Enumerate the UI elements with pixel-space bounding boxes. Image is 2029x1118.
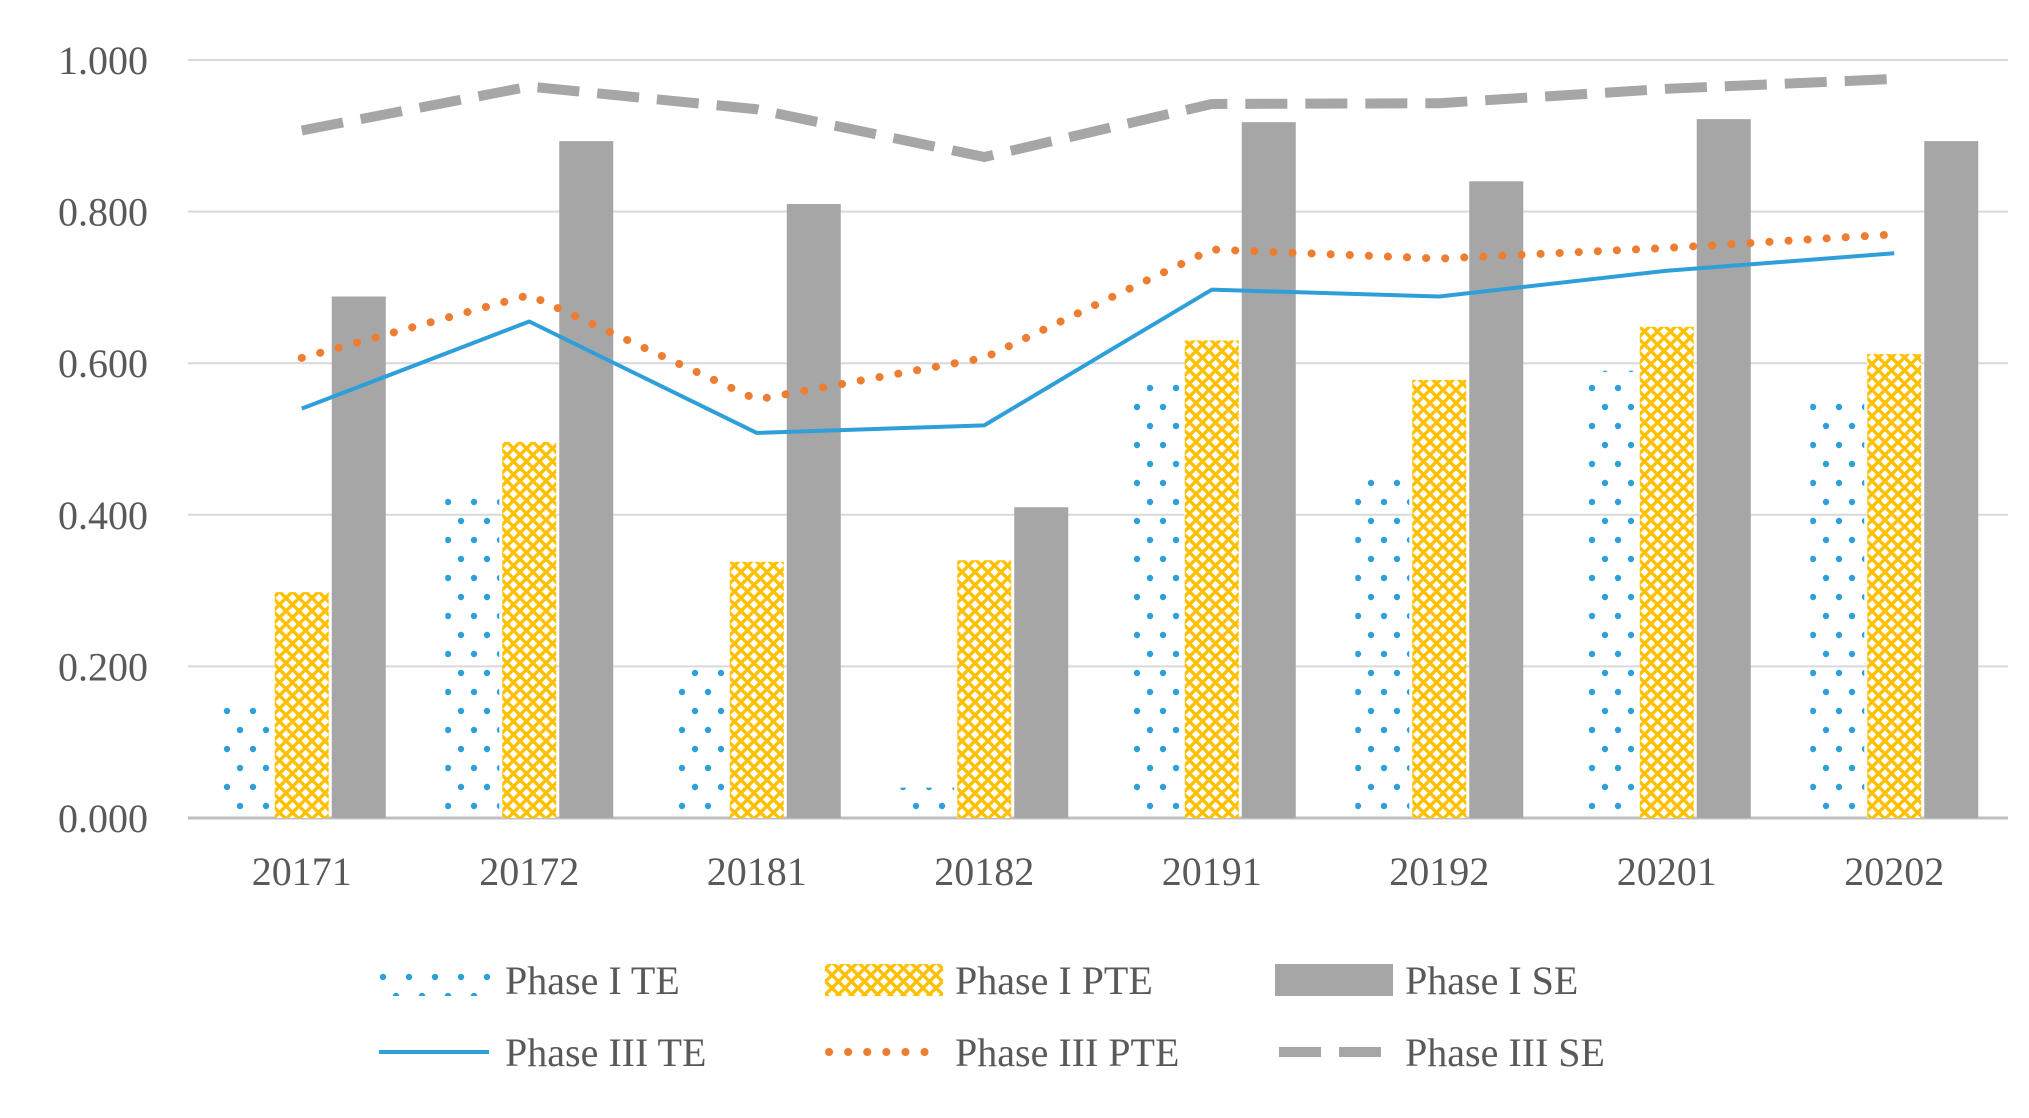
bar-phase-i-te-20182 <box>900 787 955 818</box>
bar-phase-i-pte-20172 <box>502 442 557 818</box>
bar-phase-i-te-20201 <box>1582 370 1637 818</box>
x-axis-ticks: 20171 20172 20181 20182 20191 20192 20201 20202 <box>252 849 1945 894</box>
point-phase-iii-se-20202 <box>1893 78 1895 80</box>
point-phase-iii-pte-20171 <box>301 357 303 359</box>
line-phase-iii-te <box>301 251 1895 435</box>
y-tick-label: 1.000 <box>58 38 148 83</box>
line-phase-iii-pte <box>297 230 1899 404</box>
point-phase-iii-te-20181 <box>756 432 758 434</box>
bar-phase-i-se-20181 <box>786 204 841 818</box>
point-phase-iii-pte-20201 <box>1666 247 1668 249</box>
x-tick-label: 20202 <box>1844 849 1944 894</box>
bar-phase-i-pte-20191 <box>1184 340 1239 818</box>
legend-label-phase-iii-pte: Phase III PTE <box>955 1030 1179 1075</box>
legend-symbol-phase-i-pte <box>825 964 943 996</box>
bar-phase-i-pte-20192 <box>1412 379 1467 818</box>
point-phase-iii-te-20192 <box>1438 295 1440 297</box>
point-phase-iii-te-20182 <box>983 424 985 426</box>
bar-phase-i-se-20182 <box>1014 507 1069 818</box>
point-phase-iii-se-20192 <box>1438 102 1440 104</box>
legend: Phase I TE Phase I PTE Phase I SE Phase III… <box>375 958 1605 1075</box>
point-phase-iii-pte-20192 <box>1438 258 1440 260</box>
bar-phase-i-te-20192 <box>1355 473 1410 818</box>
point-phase-iii-se-20171 <box>301 129 303 131</box>
y-tick-label: 0.200 <box>58 644 148 689</box>
bar-phase-i-pte-20171 <box>274 592 329 818</box>
bar-phase-i-se-20191 <box>1241 122 1296 818</box>
bar-phase-i-te-20172 <box>445 492 500 818</box>
point-phase-iii-pte-20181 <box>756 399 758 401</box>
point-phase-iii-se-20201 <box>1666 88 1668 90</box>
legend-symbol-phase-i-te <box>375 964 493 996</box>
point-phase-iii-pte-20172 <box>528 294 530 296</box>
point-phase-iii-te-20171 <box>301 408 303 410</box>
point-phase-iii-se-20182 <box>983 156 985 158</box>
bar-phase-i-pte-20182 <box>957 560 1012 818</box>
y-tick-label: 0.600 <box>58 341 148 386</box>
point-phase-iii-te-20202 <box>1893 252 1895 254</box>
x-tick-label: 20191 <box>1162 849 1262 894</box>
x-tick-label: 20201 <box>1617 849 1717 894</box>
point-phase-iii-pte-20182 <box>983 357 985 359</box>
point-phase-iii-se-20181 <box>756 108 758 110</box>
bar-phase-i-te-20202 <box>1810 401 1865 818</box>
y-axis-ticks: 0.000 0.200 0.400 0.600 0.800 1.000 <box>58 38 148 841</box>
point-phase-iii-te-20201 <box>1666 270 1668 272</box>
bar-phase-i-pte-20181 <box>729 561 784 818</box>
legend-label-phase-iii-te: Phase III TE <box>505 1030 706 1075</box>
bar-phase-i-se-20202 <box>1924 141 1979 818</box>
legend-swatch <box>1275 964 1393 996</box>
x-tick-label: 20192 <box>1389 849 1489 894</box>
bar-phase-i-se-20192 <box>1469 181 1524 818</box>
legend-symbol-phase-i-se <box>1275 964 1393 996</box>
legend-swatch <box>375 964 493 996</box>
point-phase-iii-te-20191 <box>1211 289 1213 291</box>
y-tick-label: 0.000 <box>58 796 148 841</box>
legend-label-phase-iii-se: Phase III SE <box>1405 1030 1605 1075</box>
legend-label-phase-i-pte: Phase I PTE <box>955 958 1153 1003</box>
point-phase-iii-se-20191 <box>1211 103 1213 105</box>
x-tick-label: 20181 <box>707 849 807 894</box>
bar-phase-i-te-20181 <box>672 664 727 818</box>
bar-phase-i-se-20201 <box>1696 119 1751 818</box>
legend-label-phase-i-te: Phase I TE <box>505 958 680 1003</box>
point-phase-iii-pte-20191 <box>1211 249 1213 251</box>
x-tick-label: 20171 <box>252 849 352 894</box>
point-phase-iii-te-20172 <box>528 321 530 323</box>
bar-phase-i-te-20191 <box>1127 382 1182 818</box>
y-tick-label: 0.400 <box>58 493 148 538</box>
lines <box>297 73 1899 435</box>
point-phase-iii-se-20172 <box>528 86 530 88</box>
legend-label-phase-i-se: Phase I SE <box>1405 958 1578 1003</box>
line-phase-iii-se <box>300 73 1895 163</box>
bar-phase-i-se-20171 <box>331 296 386 819</box>
bar-phase-i-pte-20202 <box>1867 354 1922 818</box>
bar-phase-i-pte-20201 <box>1639 326 1694 818</box>
y-tick-label: 0.800 <box>58 190 148 235</box>
bar-phase-i-te-20171 <box>217 707 272 818</box>
bars <box>217 119 1979 819</box>
x-tick-label: 20172 <box>479 849 579 894</box>
x-tick-label: 20182 <box>934 849 1034 894</box>
legend-swatch <box>825 964 943 996</box>
bar-phase-i-se-20172 <box>559 141 614 818</box>
point-phase-iii-pte-20202 <box>1893 233 1895 235</box>
